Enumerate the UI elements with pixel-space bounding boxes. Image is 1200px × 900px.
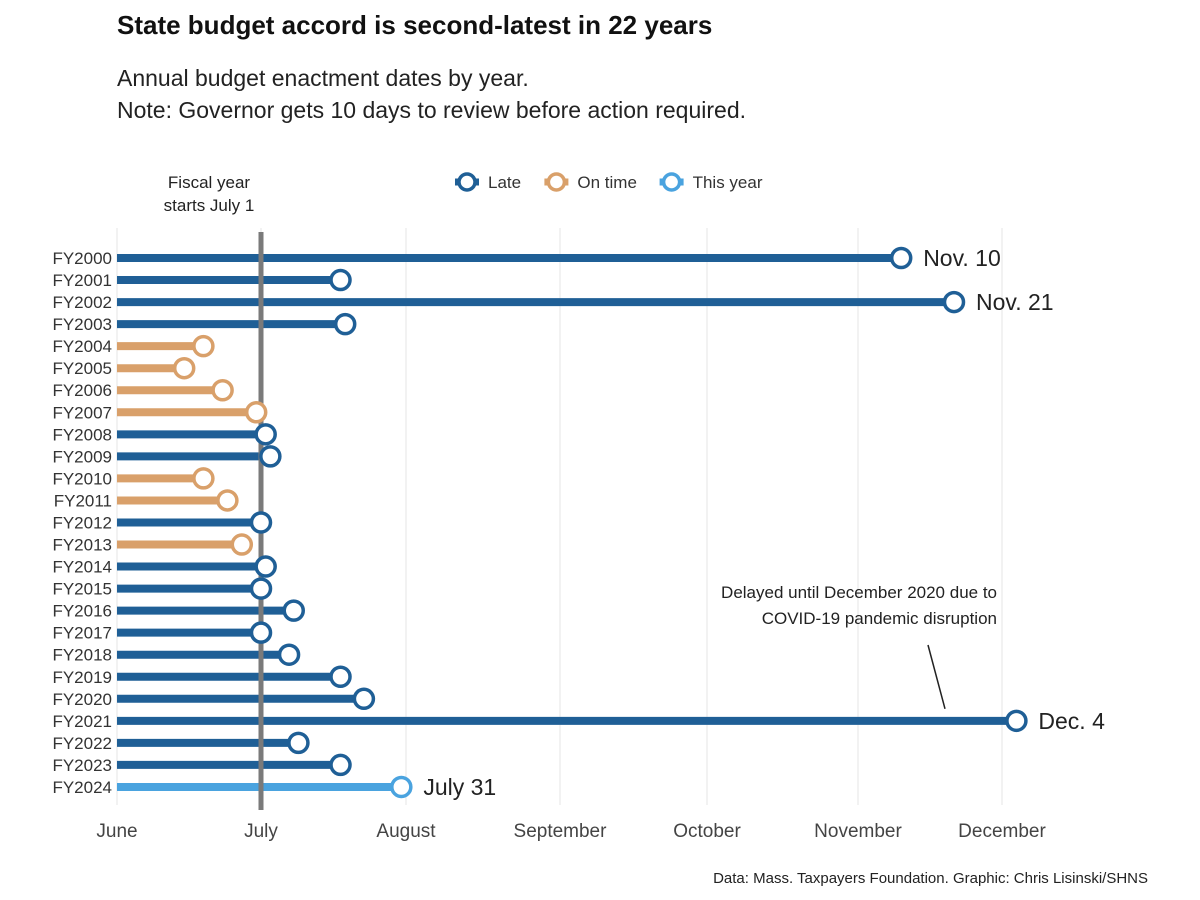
x-tick-label: September <box>514 821 608 842</box>
point-FY2005 <box>172 356 196 380</box>
legend-swatch-circle <box>661 172 682 192</box>
x-tick-label: June <box>96 821 137 842</box>
point-FY2007 <box>244 401 268 424</box>
point-FY2015 <box>249 577 273 600</box>
y-tick-label: FY2008 <box>52 425 112 444</box>
y-tick-label: FY2015 <box>52 580 112 599</box>
y-tick-label: FY2007 <box>52 403 112 422</box>
chart-subtitle: Annual budget enactment dates by year. N… <box>117 62 746 126</box>
point-FY2002 <box>942 290 966 314</box>
point-FY2003 <box>333 312 357 336</box>
y-tick-label: FY2021 <box>52 712 112 731</box>
legend-label: Late <box>488 173 521 192</box>
point-FY2006 <box>211 378 234 402</box>
subtitle-line-1: Annual budget enactment dates by year. <box>117 65 529 91</box>
data-label: Dec. 4 <box>1038 708 1105 734</box>
y-tick-label: FY2004 <box>52 337 112 356</box>
y-tick-label: FY2010 <box>52 469 112 488</box>
y-tick-label: FY2017 <box>52 624 112 643</box>
reference-line-label: Fiscal year <box>168 173 251 192</box>
point-FY2023 <box>329 753 352 777</box>
point-FY2022 <box>287 731 310 755</box>
subtitle-line-2: Note: Governor gets 10 days to review be… <box>117 97 747 123</box>
x-tick-label: November <box>814 821 902 842</box>
y-tick-label: FY2006 <box>52 381 112 400</box>
y-tick-label: FY2011 <box>54 491 112 510</box>
data-label: Nov. 10 <box>923 245 1001 271</box>
point-FY2020 <box>352 687 376 711</box>
point-FY2024 <box>390 775 413 799</box>
reference-line-label: starts July 1 <box>164 196 255 215</box>
point-FY2016 <box>282 599 305 622</box>
annotation-pointer <box>927 644 946 710</box>
point-FY2000 <box>889 246 913 270</box>
point-FY2010 <box>192 467 215 490</box>
x-tick-label: December <box>958 821 1046 842</box>
point-FY2017 <box>249 621 273 644</box>
legend-swatch-circle <box>457 172 477 192</box>
legend-label: On time <box>577 173 637 192</box>
y-tick-label: FY2022 <box>52 734 112 753</box>
point-FY2019 <box>329 665 352 689</box>
point-FY2004 <box>192 334 215 358</box>
x-tick-label: August <box>376 821 436 842</box>
y-tick-label: FY2019 <box>52 668 112 687</box>
data-label: Nov. 21 <box>976 289 1054 315</box>
data-label: July 31 <box>423 774 496 800</box>
point-FY2011 <box>216 489 239 512</box>
x-tick-label: October <box>673 821 741 842</box>
y-tick-label: FY2013 <box>52 536 112 555</box>
y-tick-label: FY2002 <box>52 293 112 312</box>
point-FY2008 <box>254 423 277 446</box>
chart-title: State budget accord is second-latest in … <box>117 10 713 40</box>
point-FY2013 <box>230 533 254 556</box>
y-tick-label: FY2012 <box>52 513 112 532</box>
point-FY2018 <box>277 643 301 666</box>
point-FY2021 <box>1005 709 1028 733</box>
y-tick-label: FY2020 <box>52 690 112 709</box>
y-tick-label: FY2005 <box>52 359 112 378</box>
source-note: Data: Mass. Taxpayers Foundation. Graphi… <box>713 870 1148 887</box>
y-tick-label: FY2009 <box>52 447 112 466</box>
legend-label: This year <box>693 173 763 192</box>
y-tick-label: FY2016 <box>52 602 112 621</box>
y-tick-label: FY2003 <box>52 315 112 334</box>
point-FY2012 <box>249 511 273 534</box>
y-tick-label: FY2023 <box>52 756 112 775</box>
y-tick-label: FY2014 <box>52 558 112 577</box>
legend-swatch-circle <box>546 172 567 192</box>
point-FY2009 <box>259 445 282 468</box>
y-tick-label: FY2024 <box>52 778 112 797</box>
y-tick-label: FY2001 <box>52 271 112 290</box>
y-tick-label: FY2000 <box>52 249 112 268</box>
annotation-text: COVID-19 pandemic disruption <box>762 609 997 628</box>
point-FY2014 <box>254 555 277 578</box>
x-tick-label: July <box>244 821 278 842</box>
y-tick-label: FY2018 <box>52 646 112 665</box>
point-FY2001 <box>329 268 352 292</box>
annotation-text: Delayed until December 2020 due to <box>721 583 997 602</box>
